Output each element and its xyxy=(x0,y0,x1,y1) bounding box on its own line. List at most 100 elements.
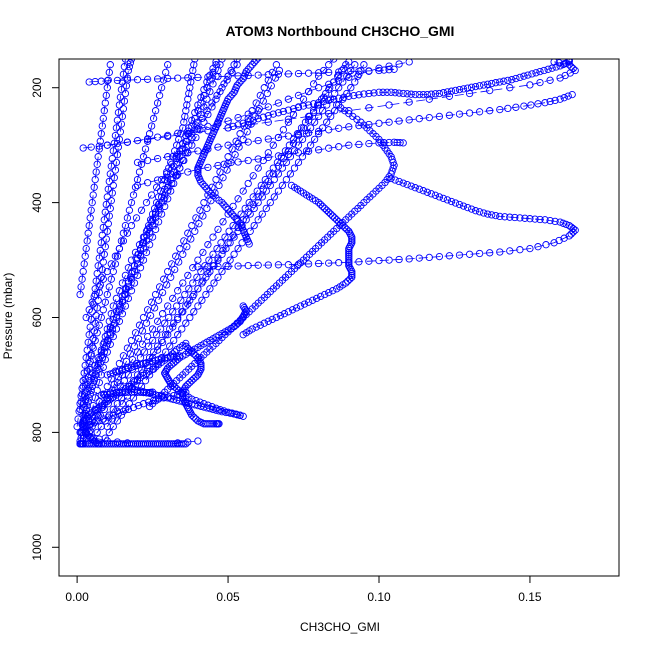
data-point xyxy=(133,158,142,167)
data-point xyxy=(258,193,266,201)
data-point xyxy=(550,59,558,66)
data-point xyxy=(174,287,182,295)
data-point xyxy=(542,241,550,249)
data-point xyxy=(294,158,303,167)
data-point xyxy=(298,135,307,144)
data-point xyxy=(215,420,223,428)
data-point xyxy=(194,101,202,109)
data-point xyxy=(280,310,289,318)
data-point xyxy=(546,76,554,84)
data-point xyxy=(82,422,90,431)
data-point xyxy=(217,239,225,247)
data-point xyxy=(249,172,257,180)
data-point xyxy=(536,67,544,76)
data-point xyxy=(252,99,260,107)
data-point xyxy=(272,61,281,69)
data-point xyxy=(279,107,288,116)
data-point xyxy=(233,59,241,63)
data-point xyxy=(86,323,94,331)
data-point xyxy=(130,385,139,394)
data-point xyxy=(294,149,303,157)
series-line xyxy=(242,185,353,336)
data-point xyxy=(193,122,201,130)
data-point xyxy=(365,120,373,129)
data-point xyxy=(179,250,187,258)
data-point xyxy=(88,342,96,350)
plot-area xyxy=(73,59,579,448)
data-point xyxy=(89,300,97,308)
series-line xyxy=(79,64,169,410)
data-point xyxy=(83,237,91,245)
data-point xyxy=(279,126,288,134)
data-point xyxy=(100,250,108,258)
data-point xyxy=(407,90,415,98)
data-point xyxy=(348,233,356,241)
data-point xyxy=(196,206,204,214)
data-point xyxy=(565,61,573,69)
data-point xyxy=(150,304,159,312)
data-point xyxy=(234,72,242,80)
data-point xyxy=(306,124,315,132)
data-point xyxy=(274,170,283,178)
data-point xyxy=(117,85,126,94)
data-point xyxy=(143,75,152,83)
data-point xyxy=(379,88,387,96)
data-point xyxy=(269,110,277,118)
data-point xyxy=(231,151,239,159)
data-point xyxy=(228,145,236,153)
data-point xyxy=(451,86,460,95)
data-point xyxy=(234,139,242,148)
data-point xyxy=(284,95,293,103)
data-point xyxy=(171,348,179,356)
data-point xyxy=(355,70,363,78)
data-point xyxy=(325,61,333,69)
data-point xyxy=(348,239,356,247)
data-point xyxy=(345,67,353,76)
y-axis: 200 400 600 800 1000 xyxy=(30,77,60,561)
data-point xyxy=(170,359,178,367)
data-point xyxy=(204,127,212,135)
data-point xyxy=(203,107,211,115)
data-point xyxy=(155,283,164,291)
data-point xyxy=(516,246,524,254)
data-point xyxy=(190,290,198,299)
data-point xyxy=(331,214,339,222)
data-point xyxy=(343,225,351,234)
data-point xyxy=(174,171,182,179)
data-point xyxy=(120,63,129,71)
data-point xyxy=(289,139,298,147)
data-point xyxy=(218,59,226,63)
data-point xyxy=(506,84,514,92)
data-point xyxy=(325,288,333,297)
data-point xyxy=(125,63,134,71)
data-point xyxy=(383,88,391,96)
data-point xyxy=(183,101,191,109)
data-point xyxy=(129,403,138,412)
data-point xyxy=(120,97,129,105)
data-point xyxy=(94,153,102,161)
data-point xyxy=(214,225,222,234)
data-point xyxy=(304,69,313,77)
data-point xyxy=(182,382,190,391)
data-point xyxy=(274,152,283,160)
data-point xyxy=(184,229,192,237)
data-point xyxy=(298,153,307,161)
data-point xyxy=(173,154,181,163)
data-point xyxy=(111,260,120,268)
data-point xyxy=(131,329,140,337)
data-point xyxy=(89,344,97,352)
series-line xyxy=(91,59,335,422)
data-point xyxy=(304,129,313,137)
series-line xyxy=(83,61,410,149)
data-point xyxy=(106,61,114,69)
data-point xyxy=(127,221,136,230)
data-point xyxy=(83,384,91,392)
data-point xyxy=(89,191,97,199)
data-point xyxy=(263,89,271,98)
data-point xyxy=(259,185,267,193)
data-point xyxy=(355,67,363,75)
series-11 xyxy=(76,61,172,414)
data-point xyxy=(114,108,123,117)
data-point xyxy=(158,288,167,297)
data-point xyxy=(101,298,109,306)
